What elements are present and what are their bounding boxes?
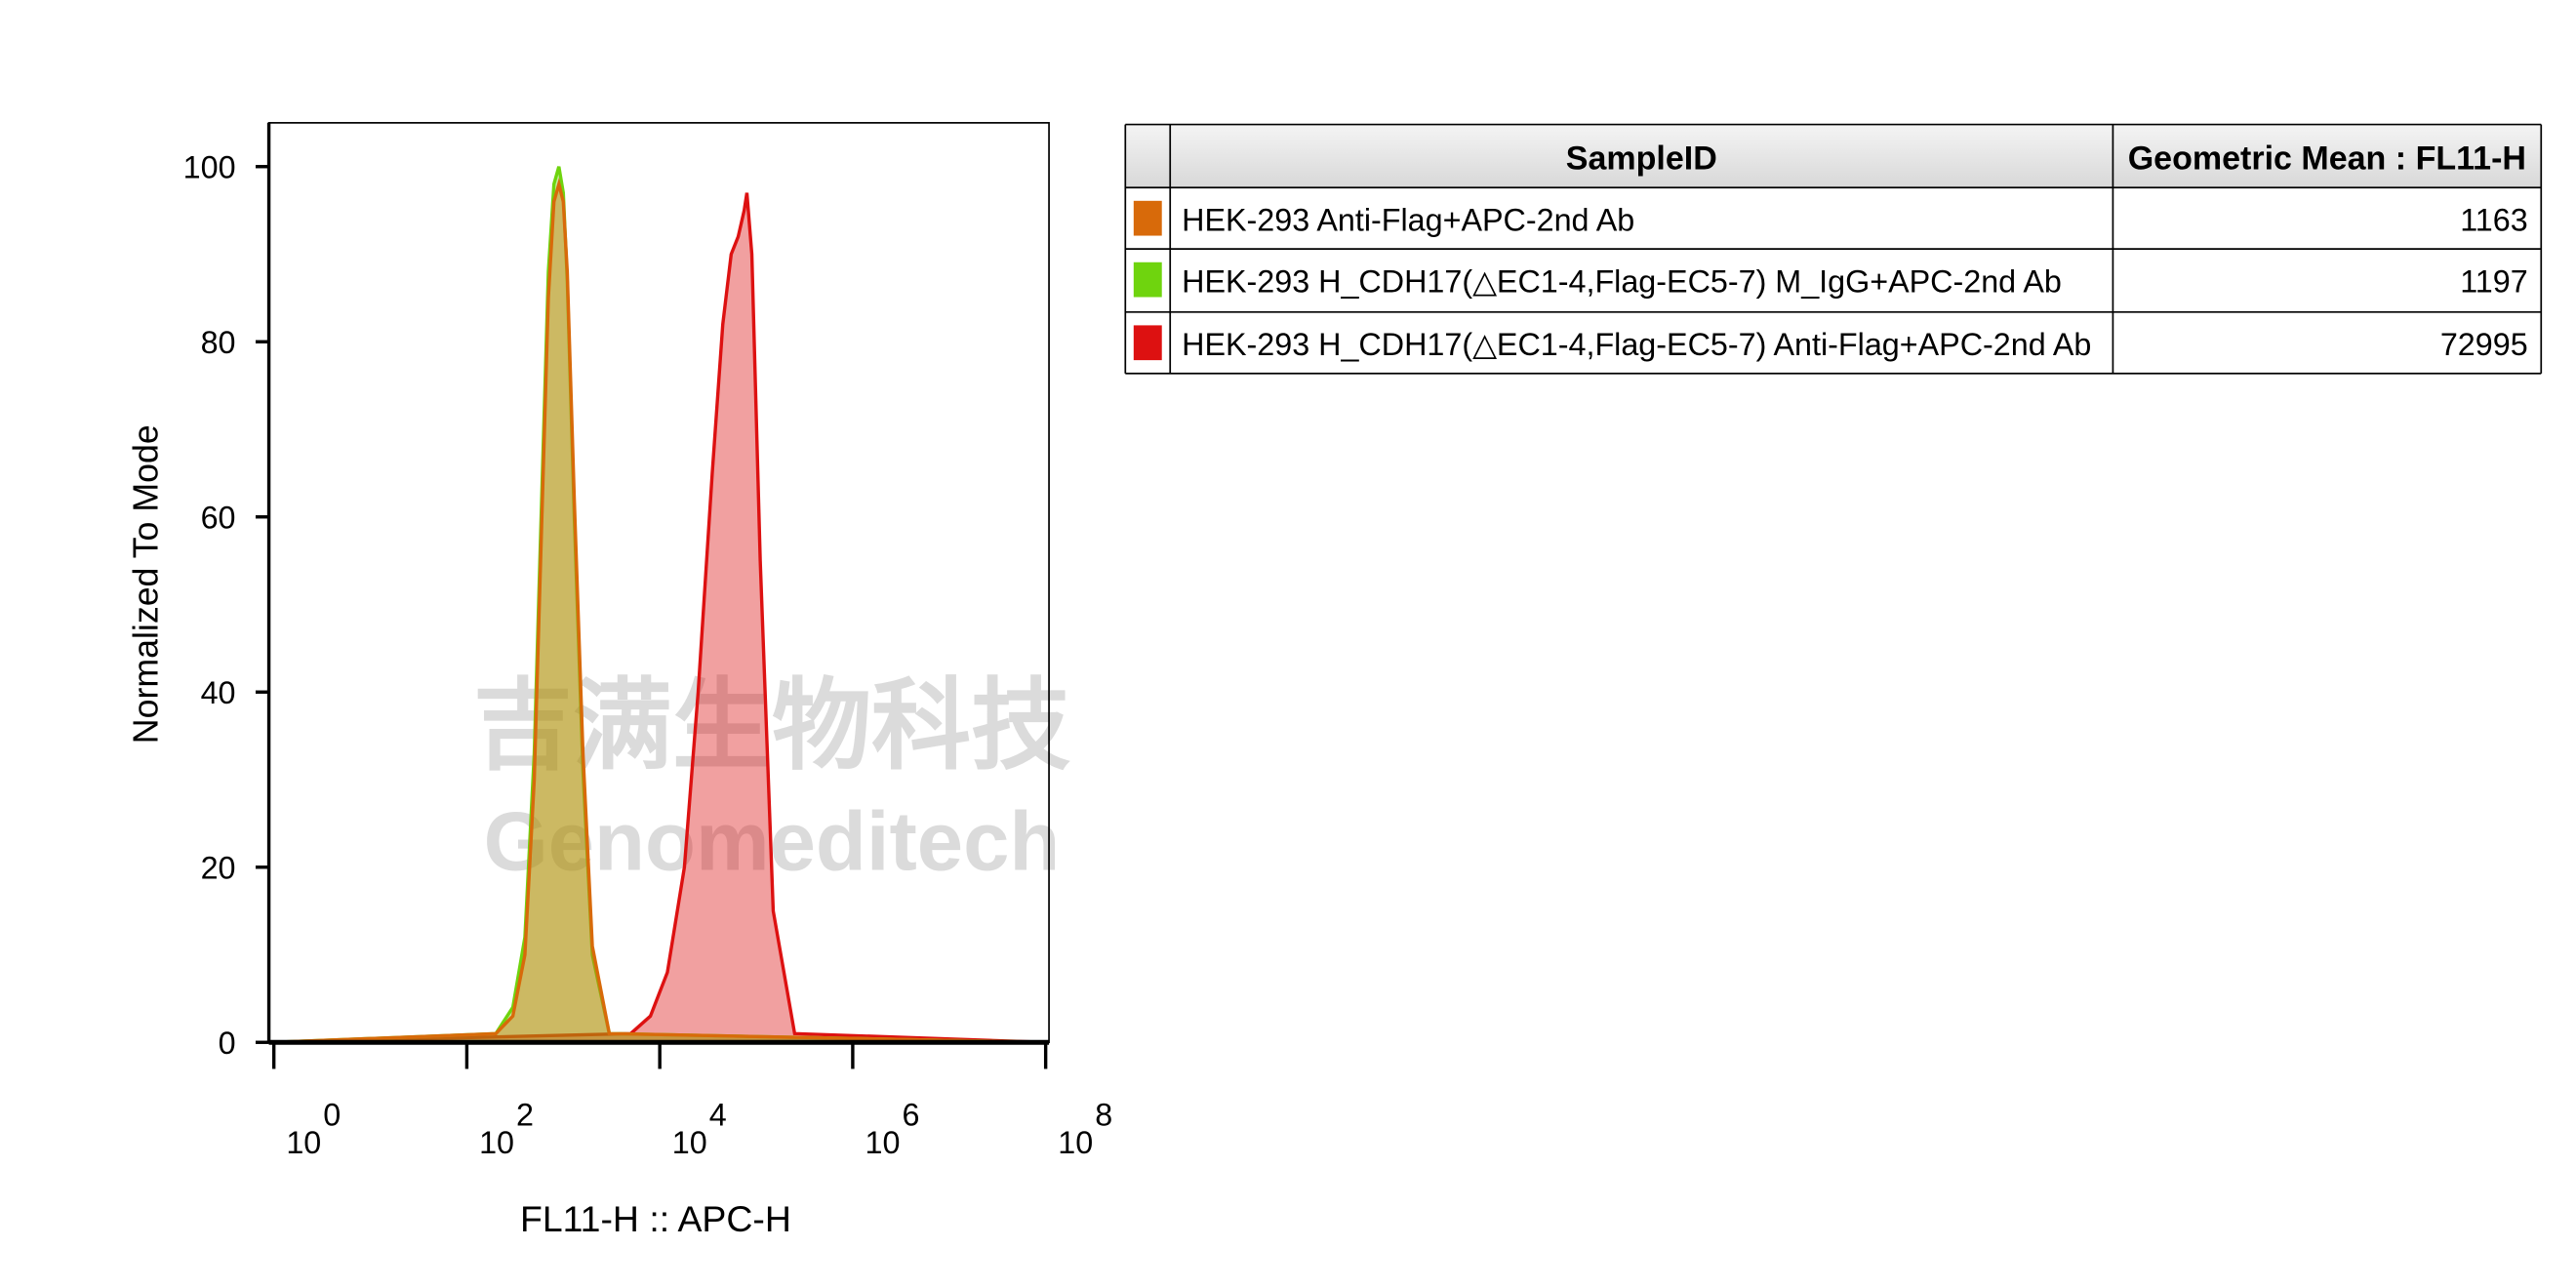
histogram-curve [273, 166, 1046, 1044]
legend-label: HEK-293 H_CDH17(△EC1-4,Flag-EC5-7) Anti-… [1182, 327, 2091, 362]
histogram-curve [273, 192, 1046, 1044]
legend-label: HEK-293 H_CDH17(△EC1-4,Flag-EC5-7) M_IgG… [1182, 263, 2062, 299]
stats-table: SampleID Geometric Mean : FL11-H HEK-293 A… [1124, 123, 2543, 375]
column-header: SampleID [1566, 141, 1717, 178]
y-tick-label: 20 [201, 851, 236, 886]
geometric-mean: 1197 [2460, 263, 2527, 299]
x-tick-label: 10 [672, 1125, 707, 1160]
x-tick-label: 10 [1058, 1125, 1093, 1160]
column-header: Geometric Mean : FL11-H [2128, 141, 2526, 178]
x-tick-exponent: 8 [1095, 1097, 1112, 1132]
x-tick-label: 10 [479, 1125, 514, 1160]
watermark-cn: 吉满生物科技 [473, 670, 1070, 782]
x-tick-label: 10 [865, 1125, 901, 1160]
plot-frame [267, 122, 1050, 1044]
x-tick-exponent: 2 [516, 1097, 534, 1132]
legend-swatch [1133, 200, 1162, 236]
x-tick-exponent: 6 [902, 1097, 919, 1132]
x-tick-exponent: 4 [709, 1097, 727, 1132]
header-bg [1125, 124, 2542, 188]
legend-swatch [1133, 325, 1162, 361]
legend-swatch [1133, 262, 1162, 298]
x-tick-exponent: 0 [323, 1097, 341, 1132]
y-tick-label: 80 [201, 325, 236, 360]
y-tick-label: 60 [201, 501, 236, 536]
y-tick-label: 40 [201, 675, 236, 710]
geometric-mean: 1163 [2460, 202, 2527, 237]
legend-label: HEK-293 Anti-Flag+APC-2nd Ab [1182, 202, 1634, 237]
x-axis-title: FL11-H :: APC-H [520, 1198, 791, 1239]
y-tick-label: 0 [219, 1026, 236, 1061]
y-tick-label: 100 [183, 150, 236, 185]
y-axis-title: Normalized To Mode [127, 424, 166, 744]
geometric-mean: 72995 [2440, 327, 2528, 362]
x-tick-label: 10 [286, 1125, 321, 1160]
histogram-curve [273, 178, 1046, 1044]
